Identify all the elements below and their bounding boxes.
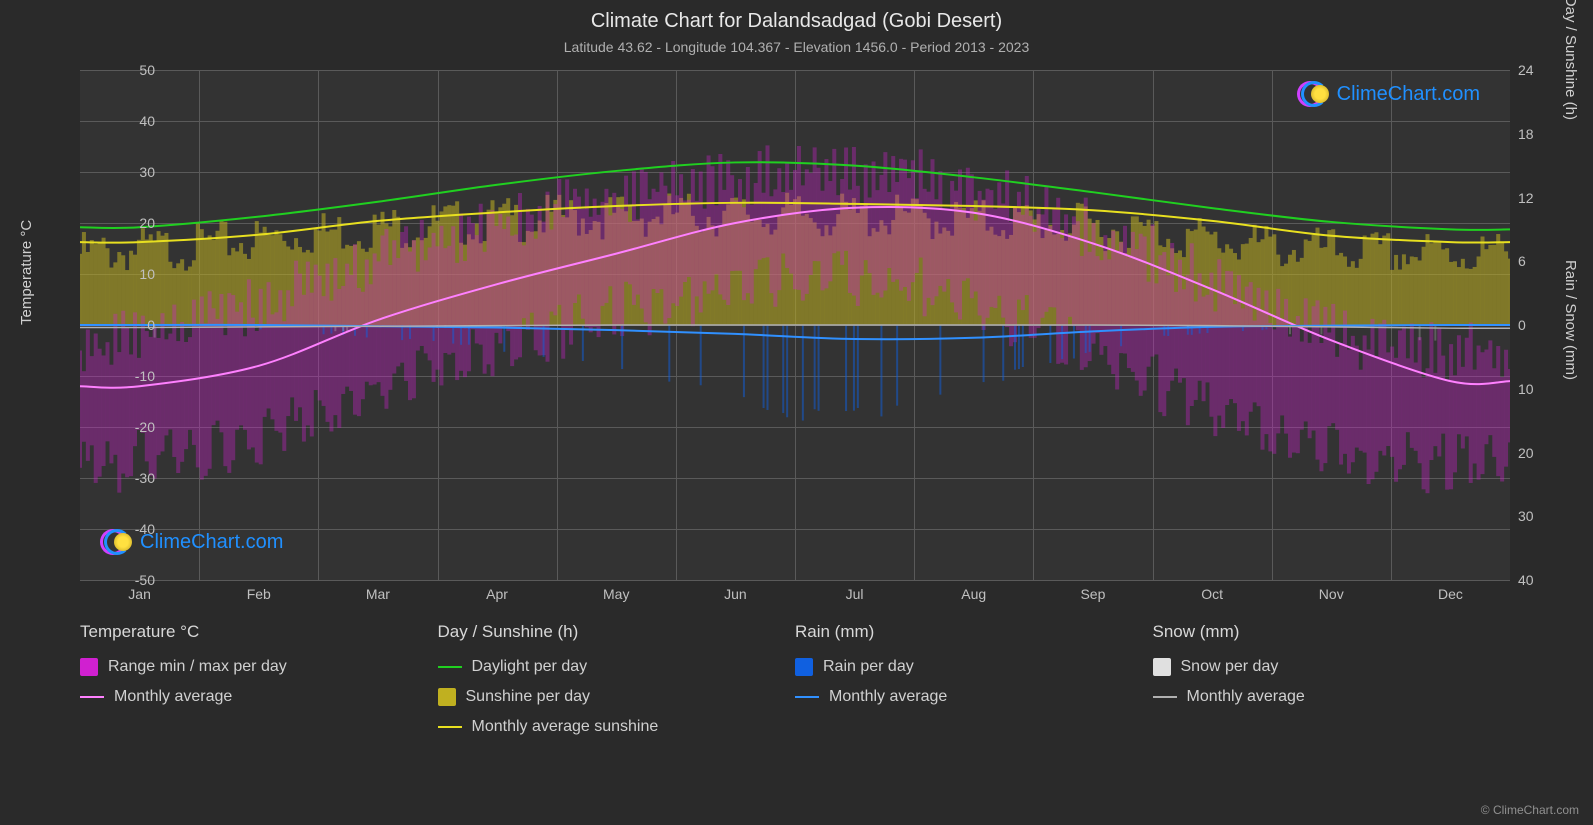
swatch-icon xyxy=(80,696,104,698)
legend-label: Rain per day xyxy=(823,658,914,676)
legend-header: Snow (mm) xyxy=(1153,622,1511,642)
y-tick-right: 6 xyxy=(1518,253,1526,269)
chart-svg xyxy=(80,70,1510,580)
legend-col-sunshine: Day / Sunshine (h) Daylight per day Suns… xyxy=(438,622,796,736)
swatch-icon xyxy=(1153,696,1177,698)
brand-text: ClimeChart.com xyxy=(140,531,283,554)
legend-item: Monthly average sunshine xyxy=(438,718,796,736)
legend-label: Monthly average sunshine xyxy=(472,718,659,736)
y-tick-left: -20 xyxy=(95,419,155,435)
legend-label: Monthly average xyxy=(114,688,232,706)
legend-label: Monthly average xyxy=(1187,688,1305,706)
x-tick-month: Dec xyxy=(1438,586,1463,602)
brand-logo-top: ClimeChart.com xyxy=(1297,80,1480,108)
swatch-icon xyxy=(438,726,462,728)
chart-title: Climate Chart for Dalandsadgad (Gobi Des… xyxy=(0,0,1593,33)
x-tick-month: Oct xyxy=(1201,586,1223,602)
x-tick-month: Mar xyxy=(366,586,390,602)
legend: Temperature °C Range min / max per day M… xyxy=(80,622,1510,736)
chart-subtitle: Latitude 43.62 - Longitude 104.367 - Ele… xyxy=(0,33,1593,55)
legend-item: Rain per day xyxy=(795,658,1153,676)
legend-label: Range min / max per day xyxy=(108,658,287,676)
legend-item: Snow per day xyxy=(1153,658,1511,676)
x-tick-month: Feb xyxy=(247,586,271,602)
legend-header: Temperature °C xyxy=(80,622,438,642)
swatch-icon xyxy=(80,658,98,676)
legend-col-temperature: Temperature °C Range min / max per day M… xyxy=(80,622,438,736)
y-tick-left: -30 xyxy=(95,470,155,486)
legend-col-rain: Rain (mm) Rain per day Monthly average xyxy=(795,622,1153,736)
x-tick-month: May xyxy=(603,586,629,602)
brand-text: ClimeChart.com xyxy=(1337,83,1480,106)
swatch-icon xyxy=(438,688,456,706)
legend-label: Snow per day xyxy=(1181,658,1279,676)
legend-item: Monthly average xyxy=(795,688,1153,706)
swatch-icon xyxy=(1153,658,1171,676)
y-tick-right: 0 xyxy=(1518,317,1526,333)
y-tick-left: 30 xyxy=(95,164,155,180)
legend-label: Daylight per day xyxy=(472,658,588,676)
x-tick-month: Jan xyxy=(128,586,151,602)
y-tick-right: 12 xyxy=(1518,190,1534,206)
legend-header: Rain (mm) xyxy=(795,622,1153,642)
y-tick-right: 40 xyxy=(1518,572,1534,588)
legend-item: Sunshine per day xyxy=(438,688,796,706)
y-tick-left: -40 xyxy=(95,521,155,537)
legend-header: Day / Sunshine (h) xyxy=(438,622,796,642)
y-tick-left: 40 xyxy=(95,113,155,129)
swatch-icon xyxy=(795,696,819,698)
plot-area: ClimeChart.com ClimeChart.com xyxy=(80,70,1510,580)
y-axis-right-bottom-label: Rain / Snow (mm) xyxy=(1562,260,1579,380)
y-tick-right: 20 xyxy=(1518,445,1534,461)
brand-icon xyxy=(1297,80,1331,108)
y-axis-left-label: Temperature °C xyxy=(18,220,35,325)
legend-item: Range min / max per day xyxy=(80,658,438,676)
y-tick-right: 24 xyxy=(1518,62,1534,78)
legend-item: Monthly average xyxy=(1153,688,1511,706)
swatch-icon xyxy=(438,666,462,668)
x-tick-month: Nov xyxy=(1319,586,1344,602)
y-tick-left: 50 xyxy=(95,62,155,78)
x-tick-month: Jun xyxy=(724,586,747,602)
y-tick-left: 10 xyxy=(95,266,155,282)
swatch-icon xyxy=(795,658,813,676)
x-tick-month: Aug xyxy=(961,586,986,602)
y-tick-left: 0 xyxy=(95,317,155,333)
y-axis-right-top-label: Day / Sunshine (h) xyxy=(1562,0,1579,120)
legend-col-snow: Snow (mm) Snow per day Monthly average xyxy=(1153,622,1511,736)
y-tick-right: 30 xyxy=(1518,508,1534,524)
copyright-text: © ClimeChart.com xyxy=(1481,803,1579,817)
legend-label: Monthly average xyxy=(829,688,947,706)
y-tick-right: 10 xyxy=(1518,381,1534,397)
y-tick-left: -10 xyxy=(95,368,155,384)
y-tick-right: 18 xyxy=(1518,126,1534,142)
x-tick-month: Apr xyxy=(486,586,508,602)
x-tick-month: Sep xyxy=(1080,586,1105,602)
y-tick-left: 20 xyxy=(95,215,155,231)
legend-item: Monthly average xyxy=(80,688,438,706)
legend-label: Sunshine per day xyxy=(466,688,591,706)
legend-item: Daylight per day xyxy=(438,658,796,676)
x-tick-month: Jul xyxy=(846,586,864,602)
